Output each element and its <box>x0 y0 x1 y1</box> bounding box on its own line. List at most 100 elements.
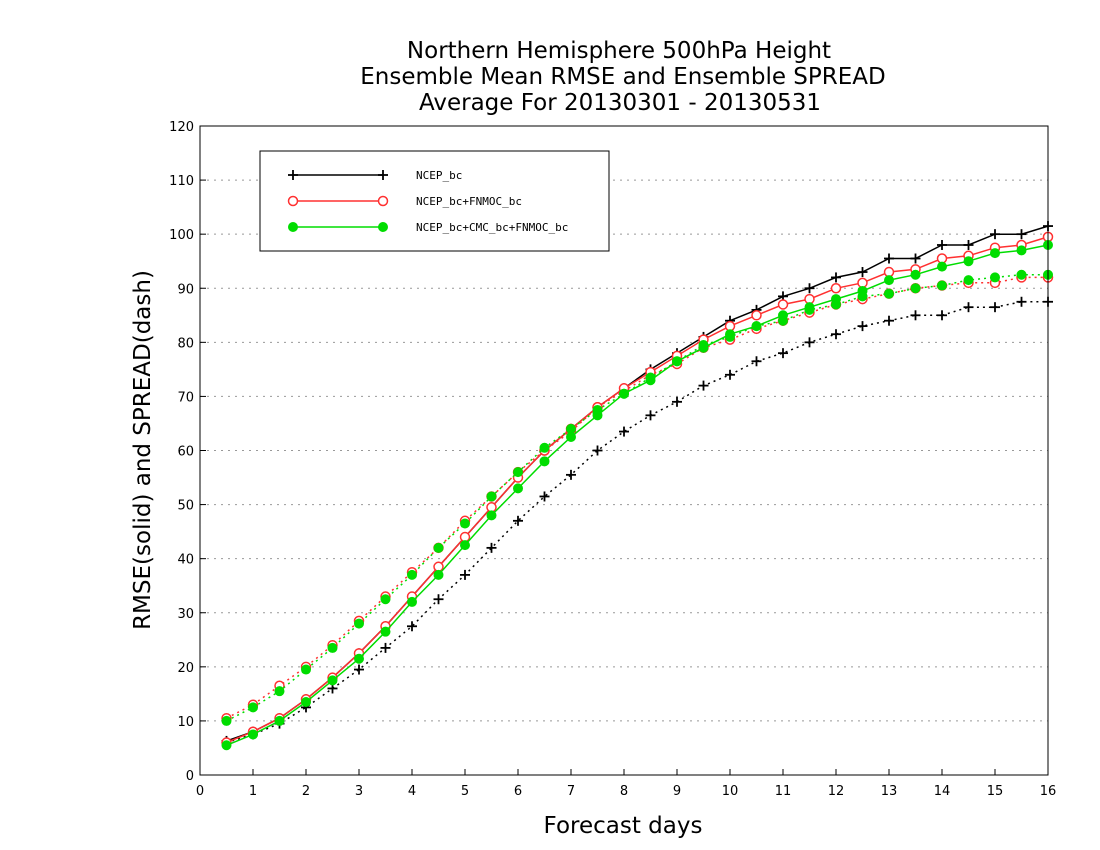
legend-marker <box>378 222 388 232</box>
data-point-rmse <box>407 596 417 607</box>
data-point-rmse <box>777 299 789 310</box>
legend-label: NCEP_bc <box>416 169 462 182</box>
data-point-spread <box>645 410 656 421</box>
data-point-spread <box>380 594 391 605</box>
data-point-rmse <box>937 239 947 250</box>
data-point-rmse <box>486 510 497 521</box>
data-point-spread <box>725 369 735 380</box>
chart-title: Northern Hemisphere 500hPa Height Ensemb… <box>360 38 885 116</box>
series-line-ncep-bc-cmc-bc-fnmoc-bc-spread <box>226 273 1048 722</box>
x-tick-label: 15 <box>987 784 1004 799</box>
legend-marker <box>378 170 388 180</box>
y-tick-label: 110 <box>169 174 194 189</box>
y-tick-label: 90 <box>177 282 194 297</box>
data-point-spread <box>460 518 470 529</box>
legend-entry-ncep-bc-cmc-bc-fnmoc-bc: NCEP_bc+CMC_bc+FNMOC_bc <box>288 221 568 234</box>
data-point-spread <box>831 329 841 340</box>
data-point-spread <box>937 310 947 321</box>
data-point-spread <box>327 642 338 653</box>
data-point-rmse <box>354 653 364 664</box>
legend-marker <box>287 195 299 207</box>
data-point-spread <box>884 315 894 326</box>
data-point-rmse <box>1016 229 1027 240</box>
y-axis-label: RMSE(solid) and SPREAD(dash) <box>130 270 156 630</box>
data-point-spread <box>804 337 815 348</box>
data-point-spread <box>963 275 974 286</box>
data-point-spread <box>301 664 311 675</box>
data-point-rmse <box>831 294 841 305</box>
data-point-rmse <box>380 626 391 637</box>
data-point-spread <box>592 445 603 456</box>
data-point-rmse <box>301 696 311 707</box>
x-tick-label: 7 <box>567 784 575 799</box>
data-point-rmse <box>592 410 603 421</box>
legend-entry-ncep-bc: NCEP_bc <box>288 169 462 182</box>
legend-marker <box>288 222 298 232</box>
data-point-rmse <box>857 285 868 296</box>
data-point-rmse <box>698 342 709 353</box>
x-tick-label: 6 <box>514 784 522 799</box>
legend-marker <box>377 195 389 207</box>
x-tick-label: 11 <box>775 784 792 799</box>
x-tick-label: 16 <box>1040 784 1057 799</box>
x-tick-label: 10 <box>722 784 739 799</box>
data-point-spread <box>460 569 470 580</box>
series-line-ncep-bc-rmse <box>226 225 1049 742</box>
data-point-rmse <box>248 729 258 740</box>
data-point-spread <box>619 426 629 437</box>
x-axis: 0 1 2 3 4 5 6 7 8 9 10 11 12 13 14 15 16 <box>196 769 1056 799</box>
data-point-spread <box>539 442 550 453</box>
data-point-rmse <box>963 256 974 267</box>
y-tick-label: 50 <box>177 499 194 514</box>
data-point-spread <box>778 348 788 359</box>
data-point-spread <box>910 310 921 321</box>
data-point-spread <box>407 569 417 580</box>
data-point-spread <box>1016 269 1027 280</box>
data-point-spread <box>248 702 258 713</box>
y-tick-label: 120 <box>169 120 194 135</box>
data-point-rmse <box>778 310 788 321</box>
data-point-spread <box>857 321 868 332</box>
legend-marker <box>288 170 298 180</box>
data-point-rmse <box>963 239 974 250</box>
x-tick-label: 14 <box>934 784 951 799</box>
data-point-rmse <box>513 483 523 494</box>
series-line-ncep-bc-fnmoc-bc-spread <box>226 276 1048 719</box>
y-tick-label: 100 <box>169 228 194 243</box>
x-tick-label: 12 <box>828 784 845 799</box>
y-tick-label: 10 <box>177 715 194 730</box>
data-point-rmse <box>884 275 894 286</box>
data-point-rmse <box>327 675 338 686</box>
data-point-spread <box>274 686 285 697</box>
data-point-spread <box>937 280 947 291</box>
data-point-spread <box>566 469 576 480</box>
data-point-spread <box>380 642 391 653</box>
y-tick-label: 60 <box>177 445 194 460</box>
data-point-spread <box>539 491 550 502</box>
data-point-spread <box>433 594 444 605</box>
chart-title-line-2: Ensemble Mean RMSE and Ensemble SPREAD <box>360 64 885 90</box>
data-point-rmse <box>990 229 1000 240</box>
data-point-rmse <box>619 388 629 399</box>
series-ncep-bc-cmc-bc-fnmoc-bc-spread <box>221 269 1053 726</box>
data-point-rmse <box>990 248 1000 259</box>
data-point-rmse <box>1016 245 1027 256</box>
series-ncep-bc-fnmoc-bc-rmse <box>221 231 1054 748</box>
x-tick-label: 4 <box>408 784 416 799</box>
x-tick-label: 2 <box>302 784 310 799</box>
data-point-spread <box>221 715 232 726</box>
y-tick-label: 30 <box>177 607 194 622</box>
data-point-rmse <box>725 329 735 340</box>
data-point-spread <box>486 542 497 553</box>
chart-title-line-3: Average For 20130301 - 20130531 <box>419 90 821 116</box>
data-point-spread <box>963 302 974 313</box>
plot-frame <box>199 125 1049 776</box>
data-point-rmse <box>274 715 285 726</box>
data-point-spread <box>513 515 523 526</box>
data-point-rmse <box>804 283 815 294</box>
data-point-rmse <box>433 569 444 580</box>
x-tick-label: 3 <box>355 784 363 799</box>
data-point-spread <box>751 356 762 367</box>
series-ncep-bc-spread <box>221 296 1053 748</box>
